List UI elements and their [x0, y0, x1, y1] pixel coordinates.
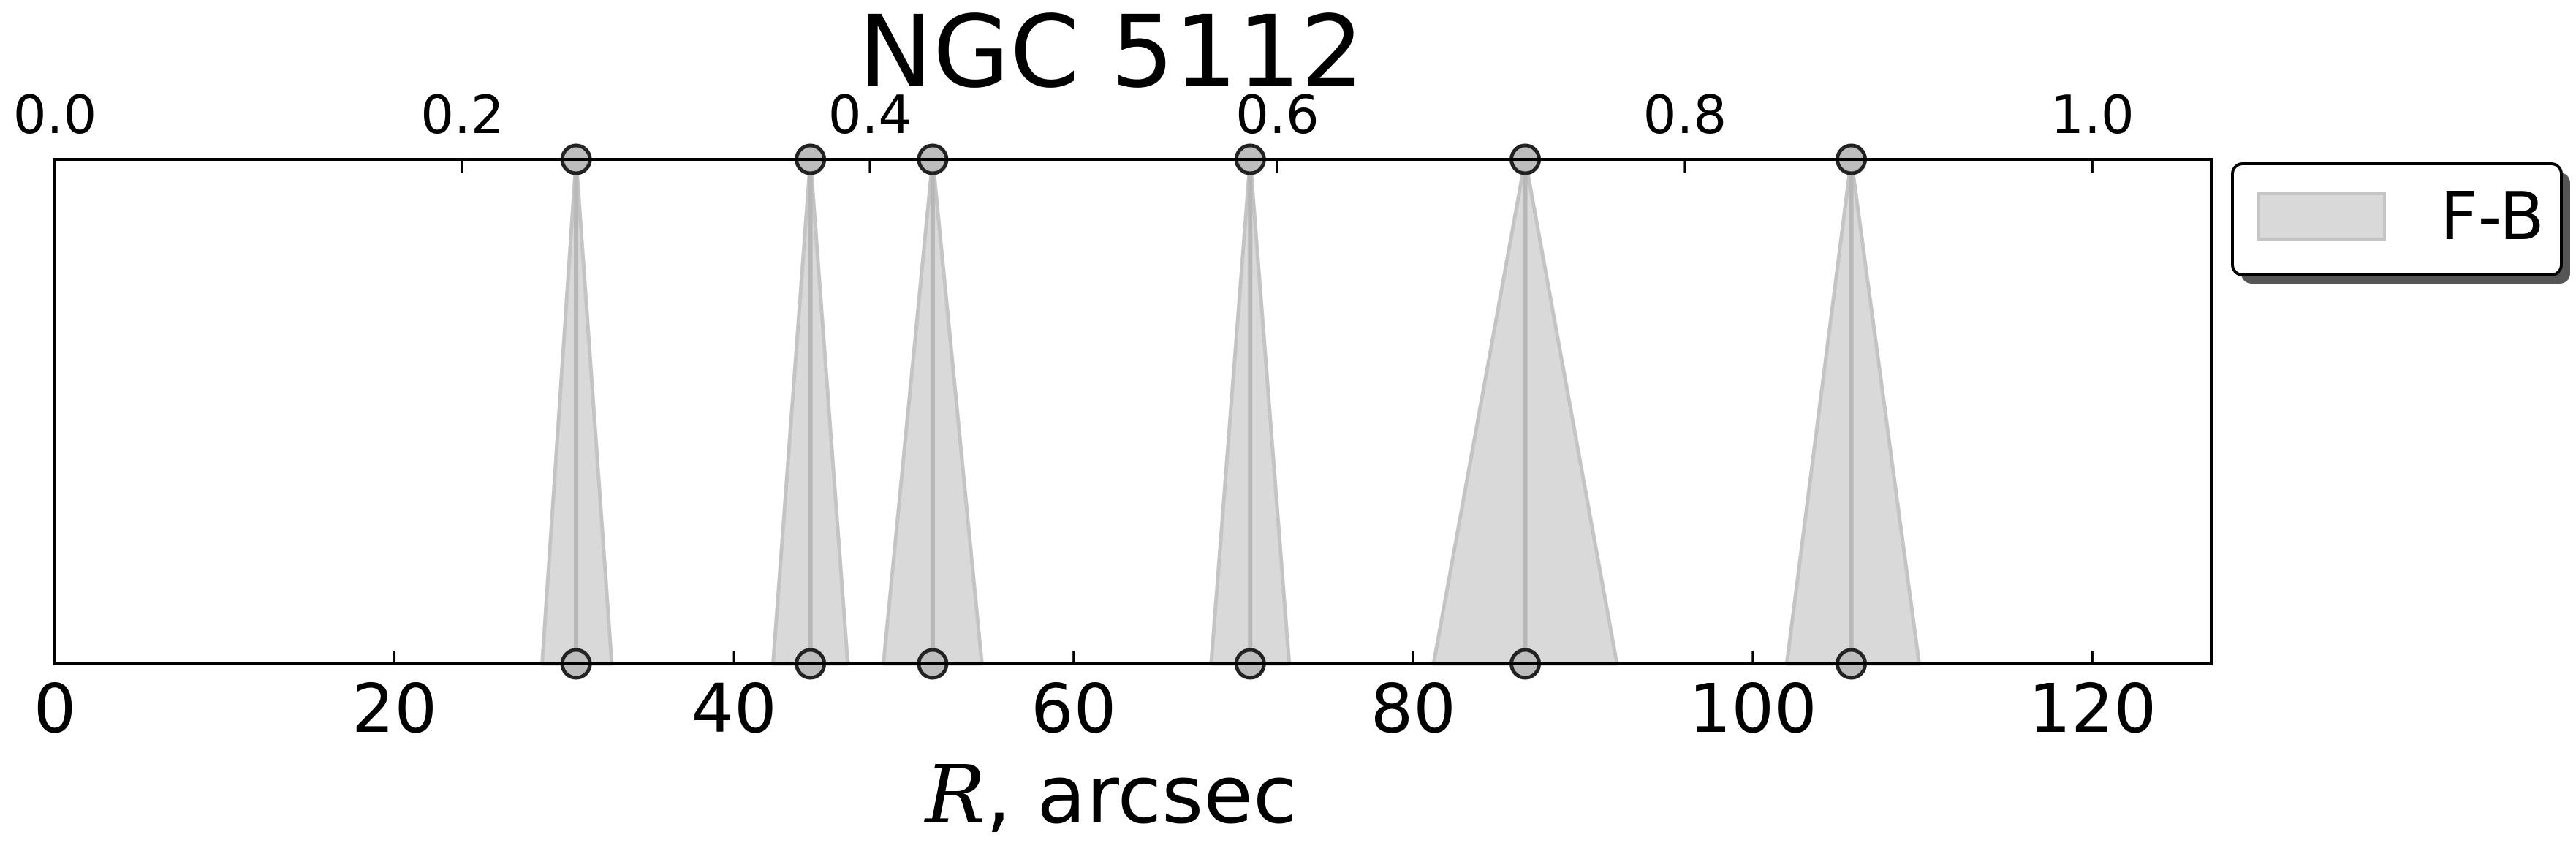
top-tick-label-2: 0.4: [828, 84, 912, 145]
x-tick-label-6: 120: [2028, 670, 2157, 748]
x-axis-label: R, arcsec: [924, 748, 1298, 841]
x-axis-label-symbol: R: [924, 748, 986, 841]
legend-box: [2231, 162, 2563, 276]
chart-title: NGC 5112: [858, 0, 1363, 110]
x-tick-label-3: 60: [1031, 670, 1116, 748]
x-axis-label-rest: , arcsec: [985, 748, 1297, 841]
data-markers: [560, 143, 1868, 680]
top-tick-label-5: 1.0: [2050, 84, 2134, 145]
bottom-axis-ticks: 0 20 40 60 80 100 120: [34, 651, 2156, 748]
legend-label-f-b: F-B: [2440, 178, 2545, 255]
top-tick-label-0: 0.0: [13, 84, 97, 145]
top-axis-ticks: 0.0 0.2 0.4 0.6 0.8 1.0: [13, 84, 2134, 173]
x-tick-label-4: 80: [1371, 670, 1456, 748]
x-tick-label-2: 40: [692, 670, 777, 748]
top-tick-label-1: 0.2: [420, 84, 504, 145]
x-tick-label-0: 0: [34, 670, 77, 748]
plot-frame: [53, 158, 2213, 665]
x-tick-label-1: 20: [352, 670, 437, 748]
top-tick-label-3: 0.6: [1235, 84, 1319, 145]
x-tick-label-5: 100: [1689, 670, 1817, 748]
error-bands: [540, 157, 1921, 666]
top-tick-label-4: 0.8: [1643, 84, 1727, 145]
legend: F-B: [2231, 162, 2570, 284]
legend-swatch-f-b: [2257, 192, 2386, 241]
